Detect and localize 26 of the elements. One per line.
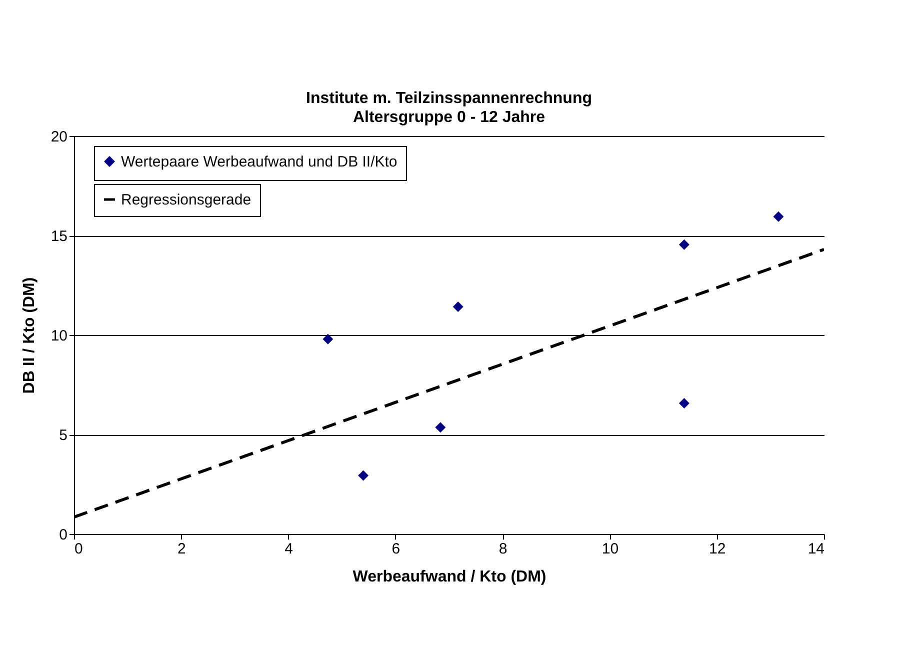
- point: [435, 422, 446, 433]
- y-axis-title: DB II / Kto (DM): [20, 277, 38, 394]
- x-tick-label: 2: [177, 540, 186, 558]
- x-tick-label: 12: [709, 540, 726, 558]
- x-axis-title: Werbeaufwand / Kto (DM): [352, 568, 546, 586]
- point: [678, 239, 690, 250]
- legend-label: Regressionsgerade: [121, 192, 252, 208]
- y-tick-label: 20: [50, 128, 68, 146]
- x-tick-label: 0: [74, 540, 83, 558]
- y-tick-label: 10: [50, 328, 68, 344]
- x-tick-label: 10: [602, 540, 619, 558]
- y-tick-label: 5: [59, 427, 68, 444]
- point: [358, 470, 369, 481]
- x-tick-label: 4: [284, 540, 293, 558]
- chart-title: Institute m. Teilzinsspannenrechnung: [306, 90, 592, 107]
- x-tick-label: 6: [392, 540, 400, 558]
- chart-subtitle: Altersgruppe 0 - 12 Jahre: [352, 109, 546, 126]
- point: [678, 398, 690, 408]
- y-tick-label: 0: [59, 526, 68, 544]
- y-tick-label: 15: [50, 228, 68, 245]
- point: [322, 334, 334, 344]
- x-tick-label: 14: [808, 540, 824, 558]
- point: [773, 211, 784, 222]
- point: [452, 302, 464, 312]
- legend-label: Wertepaare Werbeaufwand und DB II/Kto: [121, 154, 398, 170]
- x-tick-label: 8: [498, 540, 508, 558]
